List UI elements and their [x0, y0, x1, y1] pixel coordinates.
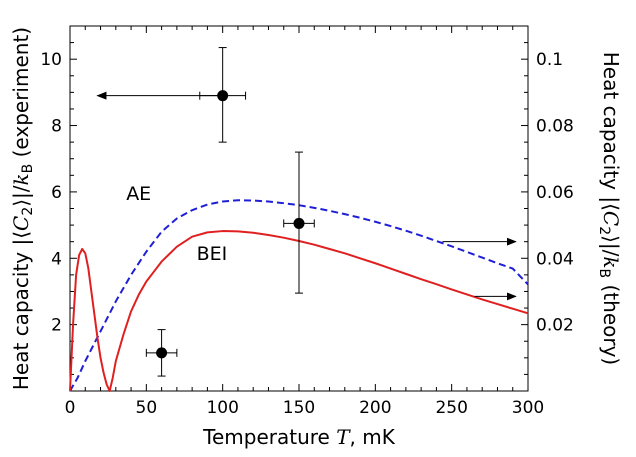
y-right-tick-label: 0.06: [536, 183, 574, 203]
label-bei: BEI: [197, 243, 228, 265]
x-tick-label: 150: [283, 398, 315, 418]
y-right-axis-title: Heat capacity |⟨C2⟩|/kB (theory): [596, 52, 623, 365]
curve-bei: [69, 230, 529, 392]
y-left-tick-label: 8: [51, 117, 62, 137]
data-point: [293, 217, 305, 229]
tick-labels: 0 50 100 150 200 250 300 2 4 6 8 10 0.02 0.04 0.06 0.08…: [40, 50, 574, 418]
curve-labels: AE BEI: [126, 183, 227, 265]
y-left-tick-label: 10: [40, 50, 62, 70]
x-tick-label: 250: [435, 398, 467, 418]
x-tick-label: 50: [136, 398, 158, 418]
x-tick-label: 300: [512, 398, 544, 418]
y-right-tick-label: 0.08: [536, 117, 574, 137]
y-right-tick-label: 0.02: [536, 316, 574, 336]
y-left-axis-title: Heat capacity |⟨C2⟩|/kB (experiment): [9, 27, 36, 390]
arrows: [96, 91, 517, 301]
curves: [69, 199, 529, 392]
y-left-tick-label: 4: [51, 249, 62, 269]
label-ae: AE: [126, 183, 151, 205]
x-tick-label: 0: [65, 398, 76, 418]
x-tick-label: 100: [206, 398, 238, 418]
axis-titles: Temperature T, mK Heat capacity |⟨C2⟩|/kB…: [9, 27, 623, 449]
y-left-tick-label: 6: [51, 183, 62, 203]
y-right-tick-label: 0.04: [536, 249, 574, 269]
x-axis-title: Temperature T, mK: [202, 425, 396, 449]
curve-ae: [69, 199, 529, 392]
data-point: [156, 347, 168, 359]
x-tick-label: 200: [359, 398, 391, 418]
y-right-tick-label: 0.1: [536, 50, 563, 70]
ticks: [69, 26, 529, 391]
y-left-tick-label: 2: [51, 316, 62, 336]
experiment-points: [145, 47, 315, 377]
